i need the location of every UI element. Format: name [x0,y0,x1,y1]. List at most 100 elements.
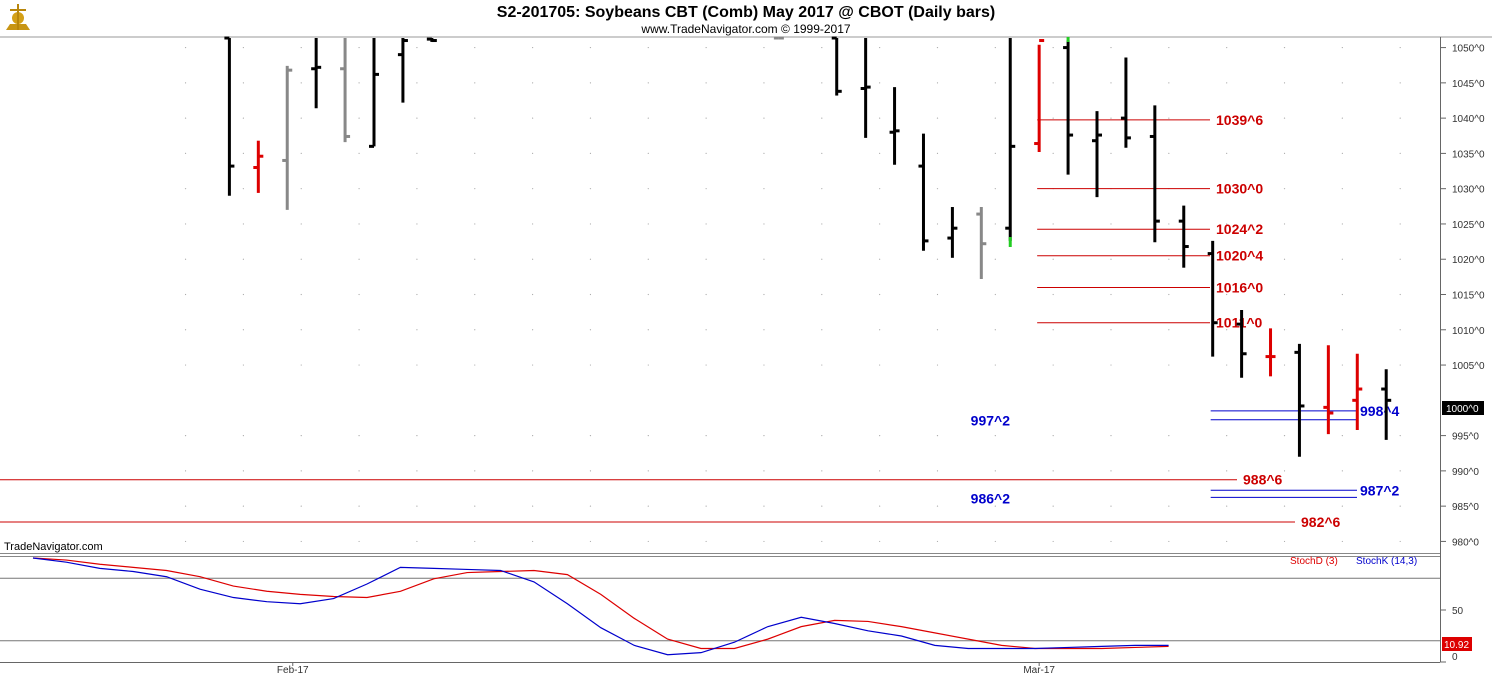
grid-dot [763,505,765,507]
grid-dot [184,258,187,260]
grid-dot [821,293,823,296]
grid-dot [763,540,765,543]
grid-dot [416,470,418,472]
grid-dot [879,540,881,543]
grid-dot [705,434,707,437]
grid-dot [532,223,534,225]
grid-dot [1110,329,1112,331]
grid-dot [589,540,592,543]
grid-dot [1457,434,1459,437]
grid-dot [416,117,418,119]
grid-dot [705,188,707,190]
grid-dot [705,258,707,260]
grid-dot [1226,329,1228,331]
grid-dot [936,258,939,260]
grid-dot [1052,434,1054,437]
grid-dot [532,152,534,155]
grid-dot [1341,329,1343,331]
grid-dot [821,223,823,225]
grid-dot [763,223,765,225]
grid-dot [994,470,996,472]
grid-dot [416,46,418,49]
grid-dot [416,82,418,84]
grid-dot [1052,364,1054,366]
grid-dot [300,223,302,225]
grid-dot [242,46,244,49]
grid-dot [242,505,244,507]
grid-dot [1341,505,1343,507]
grid-dot [879,223,881,225]
price-tick-label: 1045^0 [1452,79,1485,90]
grid-dot [1110,293,1112,296]
level-label: 998^4 [1360,403,1400,419]
grid-dot [184,329,187,331]
grid-dot [1110,46,1112,49]
grid-dot [705,82,707,84]
grid-dot [474,117,476,119]
grid-dot [242,364,244,366]
stochastic-reference-lines [0,577,1440,642]
grid-dot [1283,434,1286,437]
grid-dot [1168,46,1170,49]
grid-dot [474,188,476,190]
grid-dot [1341,364,1343,366]
grid-dot [1341,117,1343,119]
grid-dot [647,434,649,437]
grid-dot [879,188,881,190]
price-tick-label: 995^0 [1452,432,1479,443]
grid-dot [647,82,649,84]
price-tick-label: 1040^0 [1452,114,1485,125]
date-tick-label: Mar-17 [1023,665,1055,676]
grid-dot [1457,364,1459,366]
grid-dot [1168,540,1170,543]
grid-dot [358,82,360,84]
chart-header [0,0,1492,37]
grid-dot [821,329,823,331]
grid-dot [1168,258,1170,260]
grid-dot [994,505,996,507]
grid-dot [416,223,418,225]
level-label: 988^6 [1243,472,1283,488]
grid-dot [821,364,823,366]
grid-dot [358,188,360,190]
grid-dot [1052,293,1054,296]
grid-dot [532,364,534,366]
grid-dot [1341,540,1343,543]
grid-dot [1341,152,1343,155]
grid-dot [994,434,996,437]
grid-dot [242,152,244,155]
grid-dot [532,82,534,84]
grid-dot [474,505,476,507]
grid-dot [589,82,592,84]
grid-dot [300,505,302,507]
stochastic-tick-label: 0 [1452,652,1458,663]
grid-dot [300,188,302,190]
grid-dot [300,258,302,260]
chart-title: S2-201705: Soybeans CBT (Comb) May 2017 … [497,4,995,21]
grid-dot [1399,540,1401,543]
grid-dot [1283,188,1286,190]
grid-dot [589,470,592,472]
level-label: 1039^6 [1216,112,1263,128]
grid-dot [936,434,939,437]
grid-dot [1168,117,1170,119]
grid-dot [1283,223,1286,225]
price-tick-label: 1050^0 [1452,44,1485,55]
grid-dot [1226,117,1228,119]
grid-dot [474,364,476,366]
price-tick-label: 1025^0 [1452,220,1485,231]
grid-dot [1399,329,1401,331]
grid-dot [474,293,476,296]
grid-dot [532,434,534,437]
grid-dot [994,364,996,366]
grid-dot [589,293,592,296]
grid-dot [300,152,302,155]
stochd-line [32,557,1169,650]
grid-dot [1457,293,1459,296]
grid-dot [416,258,418,260]
grid-dot [936,540,939,543]
grid-dot [416,293,418,296]
grid-dot [242,470,244,472]
grid-dot [1341,223,1343,225]
